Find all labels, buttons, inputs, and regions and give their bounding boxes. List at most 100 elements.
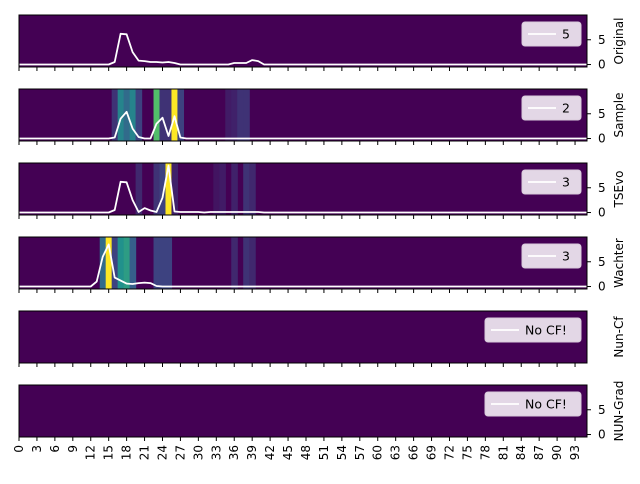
x-tick-label: 15: [102, 445, 116, 460]
heatmap-cell: [135, 89, 143, 141]
x-tick-label: 6: [48, 445, 62, 453]
y-axis-label: Nun-Cf: [612, 316, 626, 358]
panel-4: 0 5 Wachter 3: [18, 236, 626, 294]
x-tick-label: 84: [514, 445, 528, 460]
heatmap-cell: [249, 163, 256, 215]
x-tick-label: 9: [66, 445, 80, 453]
heatmap-background: [19, 15, 587, 67]
y-tick-label: 5: [598, 107, 606, 121]
axes-frame: [18, 236, 588, 290]
heatmap-cell: [243, 89, 250, 141]
y-axis-label: NUN-Grad: [612, 381, 626, 442]
x-tick-label: 87: [532, 445, 546, 460]
x-tick-label: 93: [568, 445, 582, 460]
legend-label: 5: [562, 27, 570, 42]
heatmap-cell: [237, 89, 244, 141]
legend-box: [484, 391, 582, 417]
x-tick-label: 54: [335, 445, 349, 460]
heatmap-cell: [153, 237, 161, 289]
heatmap-cell: [231, 89, 238, 141]
heatmap-cell: [123, 237, 131, 289]
y-tick-label: 0: [598, 58, 606, 72]
y-tick-label: 0: [598, 206, 606, 220]
x-tick-label: 69: [425, 445, 439, 460]
heatmap-cell: [165, 163, 173, 215]
heatmap-cell: [159, 237, 167, 289]
heatmap-cell: [99, 237, 107, 289]
x-tick-label: 81: [496, 445, 510, 460]
heatmap-background: [19, 89, 587, 141]
heatmap-cell: [249, 237, 256, 289]
x-tick-label: 63: [389, 445, 403, 460]
heatmap-cell: [105, 237, 113, 289]
heatmap-cell: [165, 237, 173, 289]
heatmap-background: [19, 163, 587, 215]
x-tick-label: 3: [30, 445, 44, 453]
heatmap-cell: [111, 89, 119, 141]
x-tick-label: 60: [371, 445, 385, 460]
y-tick-label: 5: [598, 181, 606, 195]
panel-3: 0 5 TSEvo 3: [18, 162, 626, 220]
series-line: [19, 32, 587, 66]
y-axis-label: Sample: [612, 93, 626, 138]
heatmap-cell: [159, 89, 167, 141]
heatmap-cell: [117, 89, 125, 141]
legend-box: [484, 317, 582, 343]
series-line: [19, 164, 587, 214]
axes-frame: [18, 88, 588, 142]
y-axis-label: Wachter: [612, 238, 626, 288]
heatmap-cell: [153, 163, 161, 215]
panel-5: Nun-Cf No CF!: [18, 310, 626, 367]
x-tick-label: 66: [407, 445, 421, 460]
heatmap-cell: [129, 89, 137, 141]
y-tick-label: 5: [598, 33, 606, 47]
x-tick-label: 12: [84, 445, 98, 460]
heatmap-cell: [219, 163, 226, 215]
y-tick-label: 5: [598, 255, 606, 269]
axes-frame: [18, 384, 588, 438]
y-tick-label: 0: [598, 428, 606, 442]
heatmap-cell: [159, 163, 167, 215]
x-tick-label: 18: [120, 445, 134, 460]
y-tick-label: 0: [598, 280, 606, 294]
x-tick-label: 42: [263, 445, 277, 460]
x-tick-label: 0: [12, 445, 26, 453]
x-tick-label: 27: [173, 445, 187, 460]
x-tick-label: 51: [317, 445, 331, 460]
y-axis-label: Original: [612, 18, 626, 65]
x-tick-label: 45: [281, 445, 295, 460]
axes-frame: [18, 162, 588, 216]
heatmap-cell: [171, 89, 179, 141]
panel-2: 0 5 Sample 2: [18, 88, 626, 146]
series-line: [19, 110, 587, 140]
x-tick-label: 39: [245, 445, 259, 460]
x-tick-label: 72: [442, 445, 456, 460]
legend-label: 3: [562, 249, 570, 264]
heatmap-cell: [153, 89, 161, 141]
y-tick-label: 5: [598, 403, 606, 417]
panel-1: 0 5 Original 5: [18, 14, 626, 72]
heatmap-cell: [213, 163, 220, 215]
x-tick-label: 21: [138, 445, 152, 460]
x-tick-label: 90: [550, 445, 564, 460]
x-tick-label: 30: [191, 445, 205, 460]
legend-label: No CF!: [525, 397, 567, 412]
heatmap-cell: [117, 237, 125, 289]
heatmap-cell: [177, 89, 185, 141]
heatmap-cell: [111, 237, 119, 289]
x-tick-label: 48: [299, 445, 313, 460]
x-tick-label: 78: [478, 445, 492, 460]
heatmap-cell: [129, 237, 137, 289]
axes-frame: [18, 310, 588, 364]
heatmap-cell: [231, 237, 238, 289]
legend-label: 3: [562, 175, 570, 190]
y-tick-label: 0: [598, 132, 606, 146]
heatmap-cell: [243, 163, 250, 215]
heatmap-cell: [225, 89, 232, 141]
x-tick-label: 24: [155, 445, 169, 460]
axes-frame: [18, 14, 588, 68]
heatmap-cell: [171, 163, 179, 215]
panel-6: 0 5 NUN-Grad No CF!: [18, 381, 626, 442]
legend-label: 2: [562, 101, 570, 116]
